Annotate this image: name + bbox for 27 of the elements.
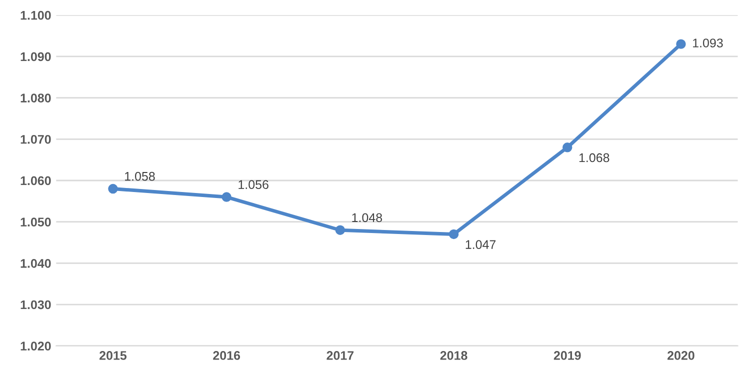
y-tick-label: 1.070 (20, 134, 51, 144)
y-tick-label: 1.030 (20, 300, 51, 310)
x-tick-label: 2017 (326, 351, 354, 360)
y-tick-label: 1.100 (20, 10, 51, 20)
y-tick-label: 1.040 (20, 258, 51, 268)
data-label: 1.068 (579, 153, 610, 162)
x-tick-label: 2016 (213, 351, 240, 360)
point (448, 229, 459, 240)
x-tick-label: 2020 (667, 351, 694, 360)
data-label: 1.056 (238, 180, 268, 190)
point (335, 225, 346, 235)
y-tick-label: 1.090 (20, 52, 51, 62)
data-label: 1.047 (466, 240, 496, 249)
x-tick-label: 2018 (440, 351, 468, 360)
point (108, 184, 118, 194)
y-tick-label: 1.020 (20, 342, 51, 351)
point (222, 192, 232, 202)
x-tick-label: 2019 (554, 351, 581, 360)
data-label: 1.048 (352, 213, 382, 222)
point (676, 39, 686, 49)
y-tick-label: 1.080 (20, 94, 51, 102)
y-tick-label: 1.060 (20, 176, 51, 186)
y-tick-label: 1.050 (20, 218, 51, 226)
data-label: 1.058 (125, 172, 155, 181)
data-label: 1.093 (693, 38, 723, 48)
point (562, 142, 572, 152)
x-tick-label: 2015 (100, 351, 127, 360)
